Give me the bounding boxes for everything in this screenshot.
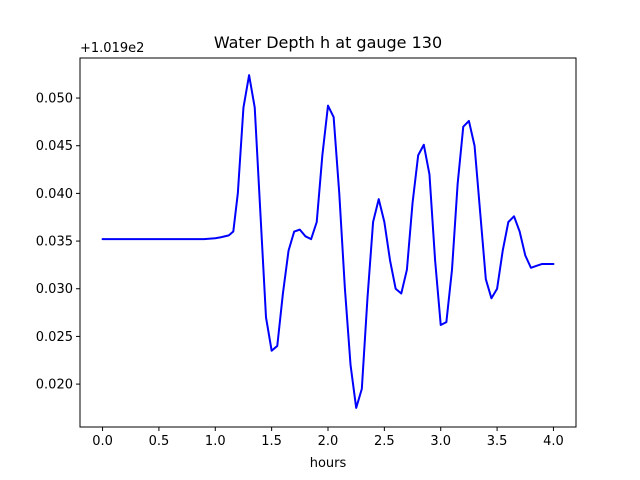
water-depth-line: [101, 74, 555, 409]
plot-area: 0.0 0.5 1.0 1.5 2.0 2.5 3.0 3.5 4.0 0.020 0.025 0.0…: [36, 57, 577, 449]
y-tick-label: 0.045: [36, 139, 73, 154]
y-tick-label: 0.025: [36, 330, 73, 345]
x-tick-label: 2.0: [318, 434, 339, 449]
x-tick-label: 0.0: [92, 434, 113, 449]
x-tick-label: 1.0: [205, 434, 226, 449]
y-tick-label: 0.030: [36, 282, 73, 297]
x-axis-label: hours: [310, 456, 347, 471]
chart-title: Water Depth h at gauge 130: [214, 33, 442, 52]
x-tick-label: 0.5: [149, 434, 170, 449]
y-tick-label: 0.035: [36, 235, 73, 250]
x-tick-label: 1.5: [261, 434, 282, 449]
x-tick-label: 2.5: [374, 434, 395, 449]
y-tick-label: 0.020: [36, 378, 73, 393]
y-offset-label: +1.019e2: [80, 41, 144, 56]
x-tick-label: 3.0: [430, 434, 451, 449]
x-tick-label: 4.0: [543, 434, 564, 449]
y-tick-label: 0.050: [36, 92, 73, 107]
x-tick-label: 3.5: [487, 434, 508, 449]
y-tick-label: 0.040: [36, 187, 73, 202]
